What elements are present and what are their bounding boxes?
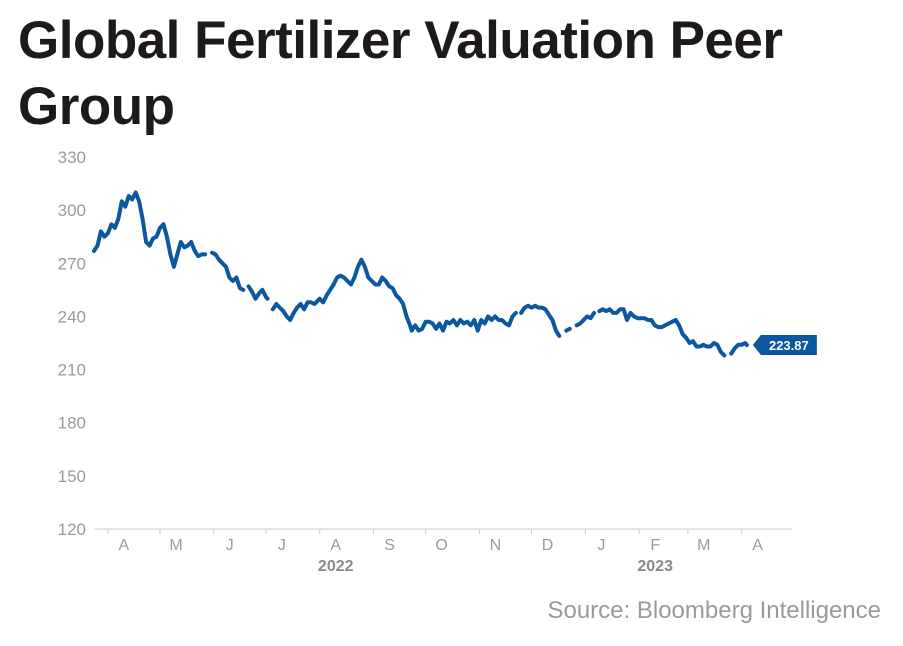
year-label: 2023 bbox=[637, 558, 673, 575]
series-line-segment bbox=[597, 307, 727, 358]
y-tick-label: 120 bbox=[58, 520, 86, 539]
x-tick-label: A bbox=[330, 537, 341, 554]
y-axis: 120 150 180 210 240 270 300 330 bbox=[58, 148, 86, 539]
x-tick-label: S bbox=[384, 537, 395, 554]
series-line-segment bbox=[92, 190, 208, 269]
series-line-segment bbox=[210, 250, 246, 292]
y-tick-label: 300 bbox=[58, 201, 86, 220]
plot-area bbox=[92, 190, 749, 358]
x-tick-label: M bbox=[697, 537, 710, 554]
x-tick-label: O bbox=[435, 537, 447, 554]
x-tick-label: F bbox=[650, 537, 660, 554]
last-value-label: 223.87 bbox=[769, 338, 809, 353]
x-tick-label: D bbox=[542, 537, 554, 554]
y-tick-label: 330 bbox=[58, 148, 86, 167]
series-line-segment bbox=[270, 257, 518, 333]
x-tick-label: A bbox=[752, 537, 763, 554]
x-axis: A M J J A S O N D J F M A 2022 2023 bbox=[94, 528, 792, 575]
x-tick-label: J bbox=[226, 537, 234, 554]
series-line-segment bbox=[564, 326, 572, 333]
series-line-segment bbox=[519, 303, 562, 338]
x-tick-label: J bbox=[278, 537, 286, 554]
last-value-marker: 223.87 bbox=[752, 335, 817, 356]
y-tick-label: 150 bbox=[58, 467, 86, 486]
chart-title: Global Fertilizer Valuation Peer Group bbox=[18, 11, 783, 136]
x-tick-label: N bbox=[490, 537, 502, 554]
y-tick-label: 180 bbox=[58, 414, 86, 433]
year-label: 2022 bbox=[318, 558, 354, 575]
x-tick-label: M bbox=[169, 537, 182, 554]
series-line-segment bbox=[574, 310, 597, 328]
y-tick-label: 240 bbox=[58, 307, 86, 326]
source-note: Source: Bloomberg Intelligence bbox=[547, 597, 881, 624]
series-line-segment bbox=[729, 341, 749, 356]
y-tick-label: 210 bbox=[58, 361, 86, 380]
last-value-tag bbox=[752, 335, 817, 356]
series-line-segment bbox=[246, 284, 270, 301]
y-tick-label: 270 bbox=[58, 254, 86, 273]
x-tick-label: A bbox=[119, 537, 130, 554]
x-tick-label: J bbox=[597, 537, 605, 554]
